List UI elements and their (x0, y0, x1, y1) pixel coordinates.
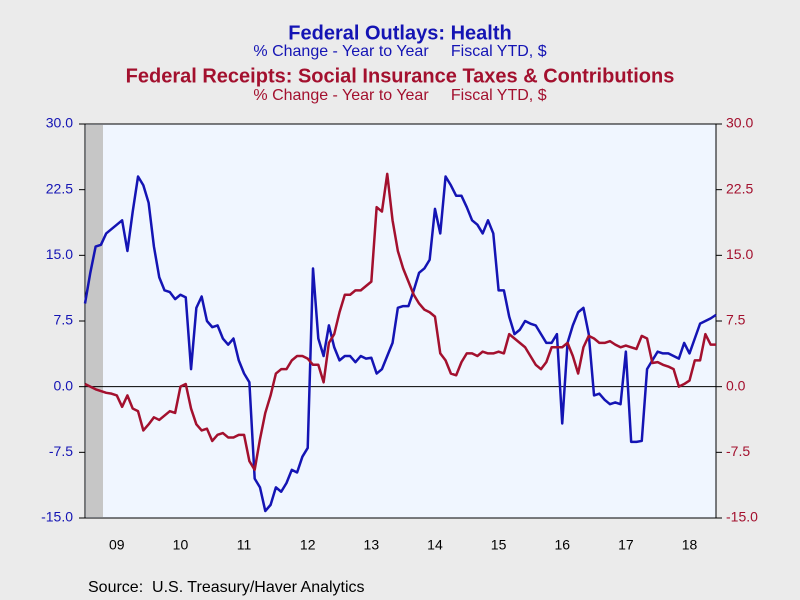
x-tick-label: 16 (554, 537, 570, 553)
y2-tick-label: 0.0 (726, 377, 746, 393)
recession-band (86, 125, 103, 517)
x-tick-label: 13 (364, 537, 380, 553)
y-tick-label: 22.5 (46, 180, 73, 196)
y-tick-label: 15.0 (46, 246, 73, 262)
y2-tick-label: 30.0 (726, 115, 753, 131)
x-tick-label: 18 (682, 537, 698, 553)
y-tick-label: -7.5 (49, 443, 73, 459)
series-title: Federal Outlays: Health (288, 22, 511, 44)
y2-tick-label: 22.5 (726, 180, 753, 196)
series-line (83, 175, 717, 513)
series-subtitle: % Change - Year to Year Fiscal YTD, $ (253, 87, 546, 104)
plot-area (84, 123, 717, 519)
x-tick-label: 15 (491, 537, 507, 553)
y2-tick-label: 15.0 (726, 246, 753, 262)
series-subtitle: % Change - Year to Year Fiscal YTD, $ (253, 43, 546, 60)
y2-tick-label: -15.0 (726, 509, 758, 525)
y-tick-label: -15.0 (41, 509, 73, 525)
series-line (84, 172, 716, 472)
y-tick-label: 7.5 (54, 312, 74, 328)
source: Source: U.S. Treasury/Haver Analytics (88, 579, 365, 596)
y2-tick-label: -7.5 (726, 443, 750, 459)
y-tick-label: 0.0 (54, 377, 74, 393)
x-tick-label: 14 (427, 537, 443, 553)
series-title: Federal Receipts: Social Insurance Taxes… (126, 65, 675, 87)
x-tick-label: 09 (109, 537, 125, 553)
x-tick-label: 11 (237, 537, 252, 553)
y-tick-label: 30.0 (46, 115, 73, 131)
x-tick-label: 12 (300, 537, 316, 553)
x-tick-label: 17 (618, 537, 634, 553)
x-tick-label: 10 (173, 537, 189, 553)
y2-tick-label: 7.5 (726, 312, 746, 328)
